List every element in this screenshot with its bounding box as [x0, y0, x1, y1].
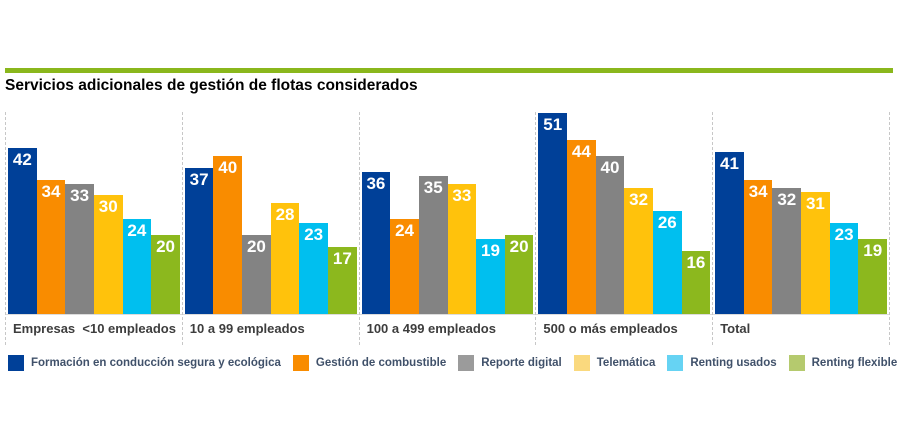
bar-telematica: 33	[447, 184, 477, 314]
bar-value-label: 34	[41, 182, 61, 201]
legend-item-renting-flexible: Renting flexible	[788, 355, 898, 371]
bar-gestion-de-combustible: 34	[743, 180, 773, 314]
bar-cluster: 41 34 32 31 23 19	[713, 112, 889, 315]
bar-value-label: 20	[156, 237, 175, 256]
legend-label: Gestión de combustible	[315, 357, 447, 369]
bar-renting-usados: 19	[476, 239, 505, 314]
chart-group-10-a-99-empleados: 37 40 20 28 23 17 10 a 99 empleados	[181, 112, 359, 345]
bar-value-label: 44	[571, 142, 591, 161]
bar-formacion-en-conduccion-segura-y-ecologica: 51	[538, 113, 568, 314]
bar-cluster: 36 24 35 33 19 20	[359, 112, 536, 315]
legend-label: Renting usados	[690, 357, 777, 369]
bar-gestion-de-combustible: 34	[36, 180, 66, 314]
bar-value-label: 24	[127, 221, 147, 240]
bar-reporte-digital: 35	[418, 176, 448, 314]
bar-gestion-de-combustible: 44	[567, 140, 596, 314]
bar-value-label: 17	[332, 249, 352, 268]
bar-value-label: 23	[304, 225, 324, 244]
bar-value-label: 20	[509, 237, 529, 256]
bar-value-label: 19	[863, 241, 883, 260]
bar-value-label: 19	[481, 241, 500, 260]
bar-value-label: 33	[452, 186, 472, 205]
bar-renting-usados: 24	[122, 219, 152, 314]
bar-cluster: 51 44 40 32 26 16	[536, 112, 713, 315]
bar-value-label: 28	[275, 205, 295, 224]
bar-renting-flexible: 16	[681, 251, 711, 314]
legend-swatch-renting-usados	[667, 355, 684, 371]
bar-reporte-digital: 33	[65, 184, 94, 314]
group-label: Total	[720, 321, 751, 336]
legend-label: Formación en conducción segura y ecológi…	[31, 357, 281, 369]
legend-swatch-telematica	[573, 355, 590, 371]
legend-label: Reporte digital	[481, 357, 562, 369]
bar-renting-flexible: 19	[858, 239, 888, 314]
bar-telematica: 32	[624, 188, 653, 314]
bar-telematica: 30	[93, 195, 123, 314]
legend-swatch-gestion-de-combustible	[292, 355, 309, 371]
bar-value-label: 16	[686, 253, 706, 272]
group-label: 500 o más empleados	[543, 321, 678, 336]
bar-value-label: 32	[629, 190, 649, 209]
bar-value-label: 51	[543, 115, 563, 134]
bar-value-label: 20	[246, 237, 266, 256]
bar-value-label: 24	[395, 221, 415, 240]
bar-renting-flexible: 17	[328, 247, 357, 314]
bar-formacion-en-conduccion-segura-y-ecologica: 37	[184, 168, 214, 314]
legend-item-gestion-de-combustible: Gestión de combustible	[292, 355, 447, 371]
bar-gestion-de-combustible: 24	[390, 219, 419, 314]
bar-value-label: 36	[366, 174, 386, 193]
legend-item-reporte-digital: Reporte digital	[458, 355, 562, 371]
group-label: 100 a 499 empleados	[366, 321, 496, 336]
chart-group-500-o-mas-empleados: 51 44 40 32 26 16 500 o más empleados	[535, 112, 713, 345]
chart-group-empresas-10-empleados: 42 34 33 30 24 20 Empresas <10 empleados	[5, 112, 182, 345]
bar-cluster: 37 40 20 28 23 17	[182, 112, 359, 315]
legend-item-formacion-en-conduccion-segura-y-ecologica: Formación en conducción segura y ecológi…	[8, 355, 281, 371]
chart-plot: 42 34 33 30 24 20 Empresas <10 empleados 37 40 20…	[5, 112, 890, 345]
bar-value-label: 37	[189, 170, 209, 189]
bar-gestion-de-combustible: 40	[213, 156, 243, 314]
bar-renting-flexible: 20	[504, 235, 534, 314]
bar-renting-flexible: 20	[151, 235, 180, 314]
bar-telematica: 31	[801, 192, 830, 314]
chart-title: Servicios adicionales de gestión de flot…	[5, 77, 418, 94]
bar-value-label: 30	[98, 197, 118, 216]
bar-formacion-en-conduccion-segura-y-ecologica: 42	[8, 148, 37, 314]
bar-cluster: 42 34 33 30 24 20	[6, 112, 182, 315]
legend-label: Telemática	[596, 357, 656, 369]
bar-value-label: 41	[720, 154, 739, 173]
legend-item-telematica: Telemática	[573, 355, 656, 371]
bar-value-label: 42	[12, 150, 32, 169]
bar-value-label: 26	[657, 213, 677, 232]
bar-value-label: 40	[218, 158, 238, 177]
bar-telematica: 28	[270, 203, 300, 314]
bar-renting-usados: 23	[829, 223, 859, 314]
legend-swatch-formacion-en-conduccion-segura-y-ecologica	[8, 355, 24, 371]
bar-renting-usados: 23	[299, 223, 328, 314]
legend-swatch-renting-flexible	[788, 355, 805, 371]
bar-reporte-digital: 20	[242, 235, 271, 314]
legend-label: Renting flexible	[811, 357, 898, 369]
accent-rule	[5, 68, 893, 73]
legend-item-renting-usados: Renting usados	[667, 355, 777, 371]
bar-reporte-digital: 40	[595, 156, 625, 314]
legend-swatch-reporte-digital	[458, 355, 475, 371]
bar-value-label: 23	[834, 225, 854, 244]
bar-value-label: 40	[600, 158, 620, 177]
bar-value-label: 32	[777, 190, 797, 209]
bar-renting-usados: 26	[652, 211, 682, 314]
bar-value-label: 35	[423, 178, 443, 197]
bar-value-label: 34	[748, 182, 768, 201]
chart-group-100-a-499-empleados: 36 24 35 33 19 20 100 a 499 empleados	[358, 112, 536, 345]
bar-value-label: 31	[805, 194, 825, 213]
bar-formacion-en-conduccion-segura-y-ecologica: 41	[715, 152, 744, 314]
group-label: Empresas <10 empleados	[13, 321, 176, 336]
bar-reporte-digital: 32	[772, 188, 802, 314]
chart-group-total: 41 34 32 31 23 19 Total	[712, 112, 890, 345]
bar-formacion-en-conduccion-segura-y-ecologica: 36	[361, 172, 391, 314]
group-label: 10 a 99 empleados	[189, 321, 305, 336]
bar-value-label: 33	[70, 186, 90, 205]
chart-legend: Formación en conducción segura y ecológi…	[8, 355, 897, 371]
